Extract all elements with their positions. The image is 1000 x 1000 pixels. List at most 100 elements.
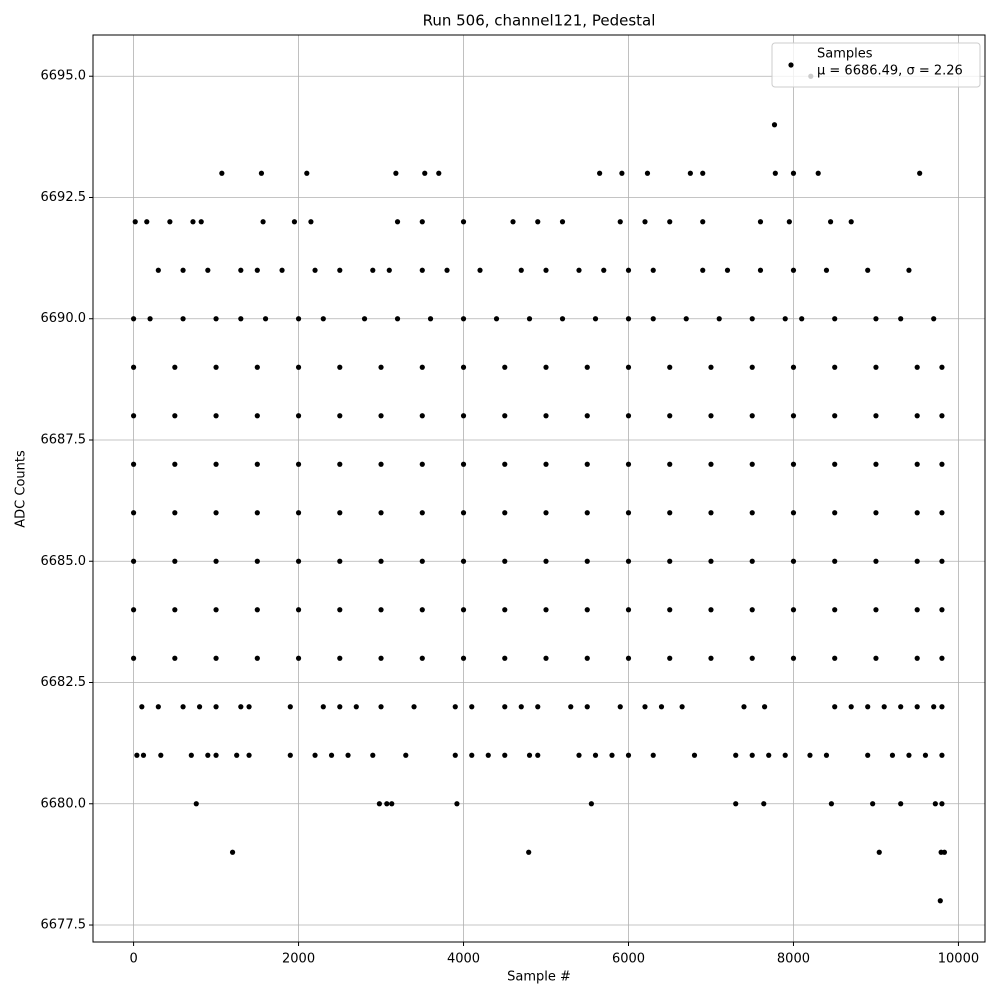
point: [642, 704, 648, 710]
point: [823, 267, 830, 273]
point: [772, 170, 778, 176]
point: [625, 364, 632, 370]
point: [790, 510, 797, 516]
point: [130, 413, 137, 419]
point: [939, 510, 945, 516]
point: [279, 267, 285, 273]
point: [394, 219, 401, 225]
point: [238, 704, 244, 710]
point: [939, 364, 945, 370]
point: [254, 364, 260, 370]
point: [786, 219, 792, 225]
point: [700, 267, 706, 273]
point: [708, 364, 714, 370]
y-tick-label: 6685.0: [41, 554, 87, 569]
point: [493, 316, 500, 322]
point: [543, 607, 549, 613]
point: [584, 558, 590, 564]
point: [749, 558, 755, 564]
point: [619, 170, 625, 176]
point: [761, 801, 767, 807]
point: [708, 413, 714, 419]
point: [683, 316, 689, 322]
point: [749, 510, 755, 516]
point: [295, 364, 302, 370]
point: [460, 219, 467, 225]
point: [931, 704, 937, 710]
x-tick-label: 4000: [447, 952, 480, 967]
point: [180, 316, 186, 322]
point: [198, 219, 204, 225]
point: [543, 461, 549, 467]
point: [502, 461, 508, 467]
point: [460, 364, 467, 370]
point: [320, 316, 326, 322]
point: [584, 704, 590, 710]
point: [914, 655, 920, 661]
point: [708, 461, 714, 467]
point: [625, 413, 632, 419]
point: [749, 316, 755, 322]
point: [254, 607, 260, 613]
point: [190, 219, 196, 225]
point: [419, 413, 425, 419]
point: [246, 704, 252, 710]
point: [378, 558, 384, 564]
point: [188, 752, 194, 758]
point: [337, 558, 343, 564]
point: [502, 704, 508, 710]
point: [625, 558, 632, 564]
point: [650, 267, 656, 273]
point: [386, 267, 392, 273]
point: [419, 655, 425, 661]
point: [535, 219, 541, 225]
point: [898, 316, 904, 322]
point: [219, 170, 225, 176]
point: [444, 267, 450, 273]
point: [452, 752, 458, 758]
point: [167, 219, 173, 225]
point: [213, 704, 219, 710]
point: [568, 704, 574, 710]
point: [700, 219, 706, 225]
point: [213, 752, 219, 758]
point: [477, 267, 483, 273]
point: [469, 704, 475, 710]
point: [873, 316, 879, 322]
point: [644, 170, 651, 176]
point: [939, 801, 945, 807]
y-axis-label: ADC Counts: [14, 450, 29, 528]
x-axis-label: Sample #: [507, 970, 571, 985]
point: [295, 607, 302, 613]
point: [584, 510, 590, 516]
point: [510, 219, 516, 225]
point: [262, 316, 269, 322]
point: [353, 704, 359, 710]
point: [642, 219, 648, 225]
point: [328, 752, 335, 758]
point: [939, 704, 945, 710]
x-tick-label: 0: [129, 952, 137, 967]
point: [130, 655, 137, 661]
point: [535, 752, 541, 758]
point: [873, 558, 879, 564]
point: [848, 704, 854, 710]
legend: Samples μ = 6686.49, σ = 2.26: [771, 42, 981, 88]
point: [679, 704, 685, 710]
point: [502, 752, 508, 758]
point: [576, 267, 582, 273]
point: [771, 122, 778, 128]
point: [939, 558, 945, 564]
point: [827, 219, 834, 225]
point: [576, 752, 582, 758]
point: [708, 607, 714, 613]
point: [914, 510, 920, 516]
point: [873, 461, 879, 467]
point: [172, 461, 178, 467]
point: [337, 607, 343, 613]
point: [460, 607, 467, 613]
point: [832, 510, 838, 516]
point: [667, 655, 673, 661]
point: [436, 170, 442, 176]
point: [873, 655, 879, 661]
